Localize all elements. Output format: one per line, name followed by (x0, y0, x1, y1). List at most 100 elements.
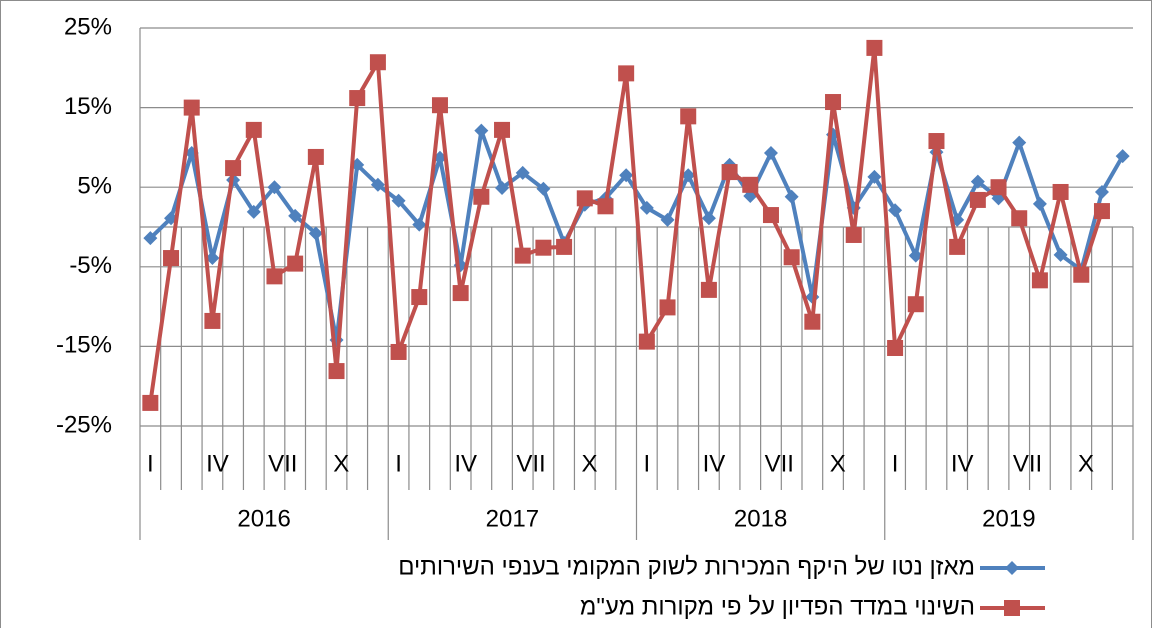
series (142, 39, 1110, 411)
point (825, 94, 842, 111)
x-tick-label: I (395, 450, 402, 477)
point (163, 250, 180, 267)
point (969, 191, 986, 208)
point (225, 160, 242, 177)
point (412, 217, 427, 232)
point (288, 208, 303, 223)
point (619, 168, 634, 183)
point (556, 238, 573, 255)
point (1094, 184, 1109, 199)
point (888, 203, 903, 218)
point (205, 251, 220, 266)
point (783, 249, 800, 266)
point (308, 226, 323, 241)
y-tick-label: 5% (77, 173, 112, 200)
point (866, 39, 883, 56)
point (1012, 135, 1027, 150)
point (349, 90, 366, 107)
point (267, 180, 282, 195)
point (1052, 183, 1069, 200)
point (660, 212, 675, 227)
point (1011, 210, 1028, 227)
point (142, 394, 159, 411)
point (762, 207, 779, 224)
group-label: 2016 (237, 505, 290, 532)
legend-label: השינוי במדד הפדיון על פי מקורות מע"מ (580, 593, 975, 620)
point (659, 299, 676, 316)
point (246, 204, 261, 219)
point (887, 339, 904, 356)
point (804, 313, 821, 330)
point (700, 281, 717, 298)
point (307, 148, 324, 165)
x-tick-label: I (644, 450, 651, 477)
x-tick-label: VII (1013, 450, 1042, 477)
legend-marker (1005, 561, 1019, 575)
point (701, 211, 716, 226)
point (266, 268, 283, 285)
point (183, 99, 200, 116)
point (721, 164, 738, 181)
x-tick-label: VII (516, 450, 545, 477)
point (391, 193, 406, 208)
x-tick-label: I (147, 450, 154, 477)
x-tick-label: IV (206, 450, 229, 477)
point (908, 248, 923, 263)
x-tick-label: VII (268, 450, 297, 477)
point (1032, 196, 1047, 211)
legend-label: מאזן נטו של היקף המכירות לשוק המקומי בענ… (398, 553, 975, 580)
point (907, 296, 924, 313)
point (369, 54, 386, 71)
point (638, 333, 655, 350)
point (639, 200, 654, 215)
point (474, 123, 489, 138)
point (867, 169, 882, 184)
point (1031, 272, 1048, 289)
point (1115, 149, 1130, 164)
point (536, 181, 551, 196)
legend-marker (1004, 600, 1020, 616)
x-tick-label: IV (951, 450, 974, 477)
x-tick-label: X (830, 450, 846, 477)
x-tick-label: VII (765, 450, 794, 477)
point (473, 188, 490, 205)
point (784, 189, 799, 204)
point (618, 65, 635, 82)
point (535, 239, 552, 256)
point (515, 165, 530, 180)
point (680, 108, 697, 125)
point (1053, 247, 1068, 262)
point (287, 255, 304, 272)
point (681, 168, 696, 183)
point (431, 97, 448, 114)
point (514, 247, 531, 264)
point (742, 176, 759, 193)
point (143, 231, 158, 246)
point (597, 198, 614, 215)
point (970, 174, 985, 189)
group-label: 2018 (734, 505, 787, 532)
point (763, 145, 778, 160)
group-label: 2019 (982, 505, 1035, 532)
point (928, 133, 945, 150)
x-tick-label: IV (703, 450, 726, 477)
point (494, 121, 511, 138)
point (1073, 266, 1090, 283)
group-label: 2017 (486, 505, 539, 532)
point (845, 226, 862, 243)
point (949, 238, 966, 255)
x-tick-label: X (581, 450, 597, 477)
point (204, 312, 221, 329)
y-tick-label: 15% (64, 93, 112, 120)
point (411, 289, 428, 306)
point (1093, 203, 1110, 220)
point (370, 177, 385, 192)
point (990, 179, 1007, 196)
x-tick-label: IV (454, 450, 477, 477)
point (452, 285, 469, 302)
point (328, 363, 345, 380)
series-line (148, 45, 1104, 404)
x-tick-label: X (333, 450, 349, 477)
